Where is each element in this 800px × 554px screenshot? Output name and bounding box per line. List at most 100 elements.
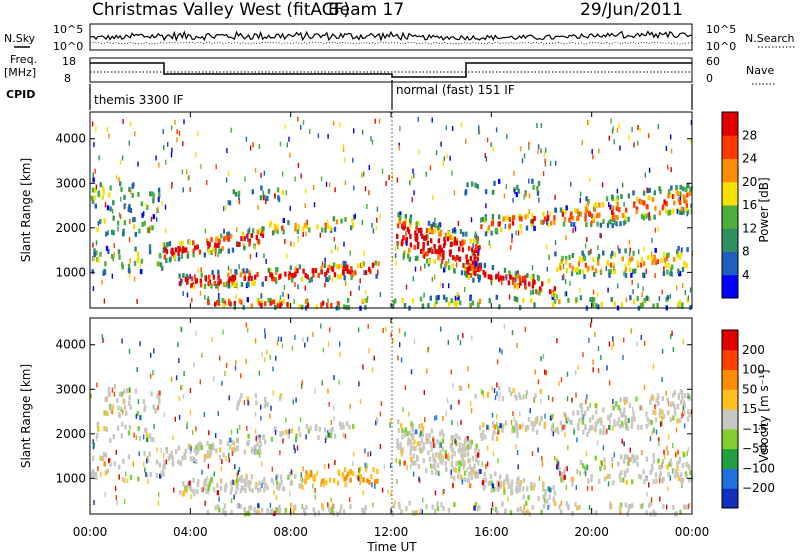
power-cell <box>597 260 600 266</box>
velocity-cell <box>217 411 219 417</box>
velocity-cell <box>276 508 280 513</box>
velocity-cell <box>256 441 259 447</box>
power-cell <box>613 269 616 274</box>
power-cell <box>230 127 232 133</box>
velocity-cell <box>202 487 204 493</box>
power-cell <box>468 266 471 272</box>
power-cell <box>476 183 479 189</box>
power-cell <box>666 256 668 262</box>
velocity-cell <box>629 456 632 462</box>
power-cell <box>129 121 132 127</box>
power-cell <box>151 225 154 231</box>
power-cell <box>579 287 581 293</box>
velocity-cell <box>251 447 254 453</box>
power-cell <box>203 283 207 289</box>
velocity-cell <box>254 509 258 515</box>
velocity-y-tick-label: 1000 <box>55 471 86 485</box>
velocity-cell <box>453 502 456 508</box>
power-cell <box>128 186 131 192</box>
power-cell <box>591 265 594 271</box>
power-cell <box>157 187 161 193</box>
velocity-cell <box>619 397 622 403</box>
velocity-cell <box>474 502 478 508</box>
power-cell <box>243 245 246 251</box>
velocity-cell <box>650 419 653 425</box>
power-cell <box>213 281 216 286</box>
velocity-cell <box>672 505 675 511</box>
velocity-cell <box>113 461 116 467</box>
velocity-cell <box>456 421 459 427</box>
velocity-colorbar-tick-label: −50 <box>742 442 767 456</box>
velocity-cell <box>149 373 152 379</box>
velocity-cell <box>442 416 444 422</box>
power-cell <box>261 281 264 287</box>
velocity-cell <box>579 471 581 477</box>
power-cell <box>308 227 311 233</box>
velocity-cell <box>189 456 193 462</box>
velocity-cell <box>236 445 239 451</box>
velocity-cell <box>668 461 671 467</box>
velocity-cell <box>193 447 196 453</box>
power-cell <box>485 203 487 209</box>
power-cell <box>288 303 291 309</box>
velocity-cell <box>236 503 239 509</box>
velocity-cell <box>412 432 415 438</box>
velocity-cell <box>516 507 520 513</box>
velocity-cell <box>617 417 621 423</box>
velocity-cell <box>611 345 613 351</box>
velocity-cell <box>264 333 266 339</box>
velocity-cell <box>645 456 649 462</box>
velocity-cell <box>103 461 106 467</box>
power-cell <box>260 299 264 305</box>
velocity-cell <box>657 395 660 401</box>
velocity-cell <box>639 474 642 480</box>
velocity-cell <box>132 461 135 467</box>
power-cell <box>118 254 121 260</box>
power-cell <box>638 249 640 255</box>
velocity-cell <box>655 429 658 435</box>
power-cell <box>304 298 308 304</box>
power-cell <box>488 240 490 246</box>
power-cell <box>197 131 199 137</box>
power-cell <box>416 255 419 261</box>
power-cell <box>538 286 542 292</box>
power-cell <box>612 126 614 132</box>
power-cell <box>306 302 310 308</box>
power-cell <box>456 255 459 260</box>
velocity-cell <box>654 472 658 478</box>
velocity-cell <box>586 394 588 400</box>
velocity-cell <box>258 480 261 486</box>
velocity-cell <box>460 419 462 425</box>
velocity-cell <box>260 415 262 421</box>
power-cell <box>138 228 141 234</box>
power-cell <box>111 254 114 259</box>
power-cell <box>464 270 467 276</box>
power-cell <box>119 159 122 165</box>
velocity-cell <box>440 502 443 508</box>
power-cell <box>478 129 480 135</box>
power-cell <box>174 247 177 253</box>
velocity-cell <box>676 461 679 467</box>
velocity-cell <box>619 477 622 483</box>
power-cell <box>472 243 474 249</box>
velocity-cell <box>455 440 457 446</box>
velocity-cell <box>431 504 434 510</box>
velocity-colorbar-tick-label: 50 <box>742 382 757 396</box>
velocity-cell <box>461 443 465 449</box>
power-cell <box>362 129 364 135</box>
velocity-cell <box>144 404 147 410</box>
velocity-cell <box>313 473 317 479</box>
velocity-cell <box>589 425 592 430</box>
power-cell <box>186 279 189 285</box>
power-cell <box>616 215 619 221</box>
power-cell <box>537 144 540 150</box>
velocity-cell <box>494 395 497 401</box>
power-cell <box>204 294 206 300</box>
velocity-cell <box>345 421 349 426</box>
power-cell <box>284 239 286 244</box>
velocity-cell <box>266 349 268 355</box>
velocity-cell <box>312 476 315 482</box>
velocity-cell <box>400 509 403 515</box>
velocity-cell <box>233 441 235 447</box>
